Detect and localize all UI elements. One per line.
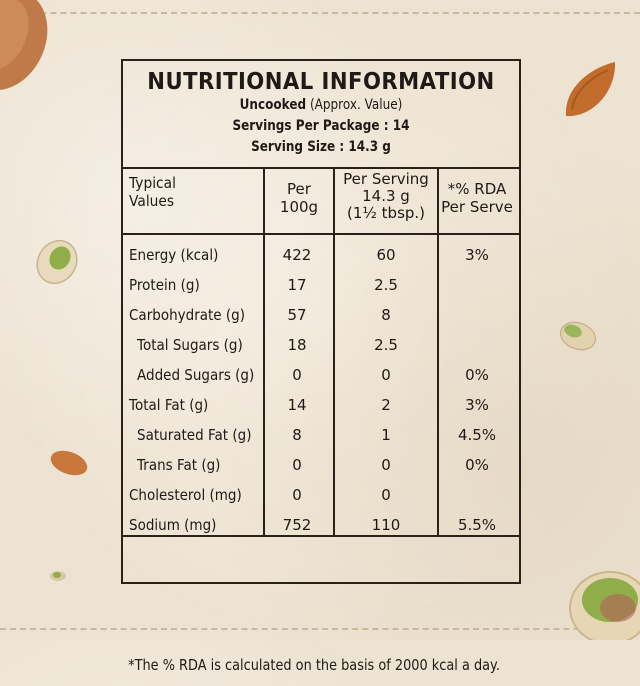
table-row: Protein (g) 17 2.5: [123, 270, 519, 300]
nutrient-label: Total Fat (g): [129, 396, 209, 414]
per-serving-value: 8: [381, 306, 391, 324]
per-serving-value: 2: [381, 396, 391, 414]
rda-value: 3%: [465, 246, 489, 264]
table-row: Added Sugars (g) 0 0 0%: [123, 360, 519, 390]
table-row: Carbohydrate (g) 57 8: [123, 300, 519, 330]
rda-value: 0%: [465, 366, 489, 384]
per-100g-value: 0: [292, 486, 302, 504]
almond-icon: [0, 0, 48, 91]
rda-value: 0%: [465, 456, 489, 474]
table-row: Saturated Fat (g) 8 1 4.5%: [123, 420, 519, 450]
per-100g-value: 0: [292, 456, 302, 474]
per-serving-value: 110: [371, 516, 401, 534]
nutrient-label: Added Sugars (g): [137, 366, 255, 384]
nutrient-label: Cholesterol (mg): [129, 486, 242, 504]
serving-size: Serving Size : 14.3 g: [251, 139, 391, 155]
table-row: Total Sugars (g) 18 2.5: [123, 330, 519, 360]
top-dashed-border: [0, 12, 640, 14]
header-per-serving-label: Per Serving: [343, 170, 429, 188]
header-per-serving: Per Serving 14.3 g (1½ tbsp.): [335, 171, 437, 222]
per-100g-value: 752: [282, 516, 312, 534]
header-per-100g: Per 100g: [265, 180, 333, 216]
per-100g-value: 8: [292, 426, 302, 444]
header-rda-label: *% RDA: [447, 180, 507, 198]
rda-value: 5.5%: [457, 516, 497, 534]
per-100g-value: 18: [287, 336, 307, 354]
header-serving-grams: 14.3 g: [362, 187, 410, 205]
rda-value: 3%: [465, 396, 489, 414]
header-100g: 100g: [279, 198, 319, 216]
almond-icon: [50, 450, 88, 476]
pistachio-icon: [36, 239, 78, 285]
header-typical: Typical: [129, 174, 176, 192]
almond-icon: [565, 62, 616, 117]
panel-title: NUTRITIONAL INFORMATION: [147, 69, 495, 95]
table-row: Sodium (mg) 752 110 5.5%: [123, 510, 519, 540]
header-divider: [123, 233, 519, 235]
per-serving-value: 2.5: [374, 276, 398, 294]
column-divider: [437, 169, 439, 537]
header-per: Per: [287, 180, 311, 198]
column-divider: [333, 169, 335, 537]
per-serving-value: 0: [381, 486, 391, 504]
nutrient-label: Sodium (mg): [129, 516, 217, 534]
approx-value-note: (Approx. Value): [306, 97, 403, 113]
per-100g-value: 422: [282, 246, 312, 264]
per-serving-value: 0: [381, 456, 391, 474]
header-rda: *% RDA Per Serve: [439, 180, 515, 216]
header-typical-values: Typical Values: [129, 174, 176, 210]
nutrient-label: Trans Fat (g): [137, 456, 221, 474]
uncooked-line: Uncooked (Approx. Value): [151, 95, 492, 116]
nutrient-label: Protein (g): [129, 276, 200, 294]
pistachio-icon: [559, 321, 597, 351]
per-100g-value: 57: [287, 306, 307, 324]
nutrient-label: Total Sugars (g): [137, 336, 243, 354]
table-row: Cholesterol (mg) 0 0: [123, 480, 519, 510]
nutrient-label: Energy (kcal): [129, 246, 219, 264]
rda-footnote: *The % RDA is calculated on the basis of…: [128, 656, 500, 674]
panel-header: NUTRITIONAL INFORMATION Uncooked (Approx…: [123, 61, 519, 169]
bottom-dashed-border: [0, 628, 640, 630]
per-serving-value: 1: [381, 426, 391, 444]
header-values: Values: [129, 192, 175, 210]
nutrition-panel: NUTRITIONAL INFORMATION Uncooked (Approx…: [121, 59, 521, 674]
rda-value: 4.5%: [457, 426, 497, 444]
per-100g-value: 17: [287, 276, 307, 294]
per-100g-value: 14: [287, 396, 307, 414]
per-serving-value: 2.5: [374, 336, 398, 354]
header-per-serve: Per Serve: [441, 198, 513, 216]
pistachio-icon: [50, 571, 66, 581]
per-serving-value: 0: [381, 366, 391, 384]
table-row: Total Fat (g) 14 2 3%: [123, 390, 519, 420]
per-100g-value: 0: [292, 366, 302, 384]
nutrient-label: Saturated Fat (g): [137, 426, 252, 444]
table-row: Energy (kcal) 422 60 3%: [123, 240, 519, 270]
pistachio-icon: [569, 571, 640, 640]
nutrient-label: Carbohydrate (g): [129, 306, 246, 324]
per-serving-value: 60: [376, 246, 396, 264]
servings-per-package: Servings Per Package : 14: [232, 118, 410, 134]
uncooked-label: Uncooked: [239, 97, 307, 113]
column-divider: [263, 169, 265, 537]
footnote-divider: [123, 535, 519, 537]
header-serving-tbsp: (1½ tbsp.): [346, 204, 426, 222]
nutrition-table: Typical Values Per 100g Per Serving 14.3…: [123, 169, 519, 674]
table-row: Trans Fat (g) 0 0 0%: [123, 450, 519, 480]
